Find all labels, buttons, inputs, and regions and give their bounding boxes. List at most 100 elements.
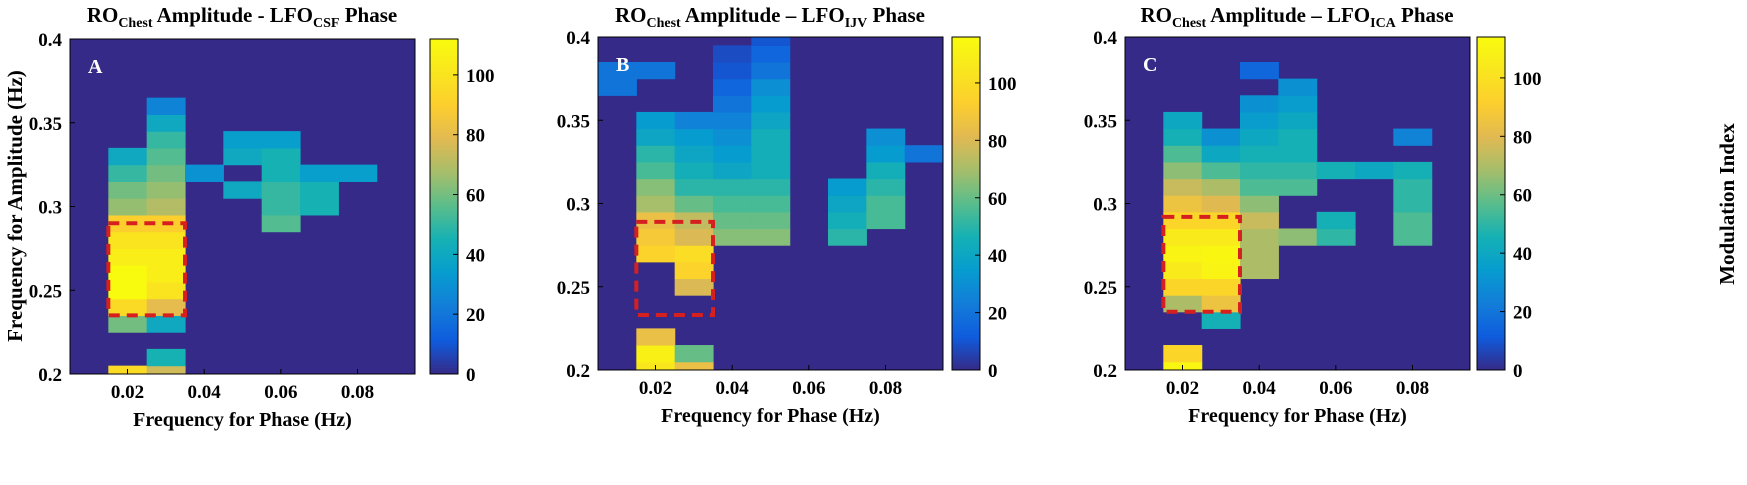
heatmap-cell — [1240, 245, 1279, 263]
highlight-box — [1161, 214, 1243, 314]
heatmap-cell — [751, 145, 791, 163]
x-axis-label: Frequency for Phase (Hz) — [133, 409, 352, 431]
heatmap-cell — [866, 195, 906, 213]
heatmap-cell — [1240, 145, 1279, 163]
heatmap-cell — [674, 228, 714, 246]
heatmap-cell — [1316, 161, 1356, 180]
y-tick-label: 0.35 — [29, 114, 62, 135]
heatmap-cell — [146, 298, 186, 316]
y-tick-label: 0.3 — [1093, 195, 1117, 216]
colorbar-tick-label: 60 — [1513, 186, 1532, 207]
x-tick-label: 0.02 — [1166, 378, 1199, 399]
heatmap-cell — [828, 228, 867, 246]
colorbar-tick-label: 60 — [466, 186, 485, 207]
heatmap-cell — [146, 198, 186, 216]
heatmap-cell — [223, 181, 263, 199]
heatmap-cell — [674, 245, 714, 263]
heatmap-cell — [636, 178, 676, 196]
colorbar — [429, 38, 459, 375]
heatmap-cell — [1163, 178, 1203, 196]
heatmap-cell — [674, 278, 714, 296]
heatmap-cell — [1163, 278, 1203, 296]
heatmap-cell — [1278, 95, 1318, 113]
x-axis-label: Frequency for Phase (Hz) — [661, 405, 880, 427]
colorbar-tick-label: 40 — [1513, 244, 1532, 265]
heatmap-cell — [674, 361, 714, 370]
heatmap-cell — [108, 231, 148, 249]
heatmap-cell — [751, 228, 791, 246]
heatmap-cell — [1240, 161, 1279, 180]
heatmap-cell — [1278, 145, 1318, 163]
heatmap-cell — [751, 61, 791, 80]
colorbar-tick-label: 60 — [988, 189, 1007, 210]
heatmap-cell — [636, 345, 676, 363]
chart-title: ROChest Amplitude - LFOCSF Phase — [87, 3, 397, 31]
heatmap-cell — [636, 111, 676, 130]
heatmap-cell — [636, 195, 676, 213]
x-tick-label: 0.06 — [792, 378, 825, 399]
heatmap-cell — [1201, 161, 1241, 180]
heatmap-cell — [1355, 161, 1394, 180]
heatmap-cell — [828, 211, 867, 230]
heatmap-cell — [1278, 78, 1318, 96]
title-text: Amplitude – LFO — [681, 3, 845, 27]
colorbar — [951, 36, 981, 371]
heatmap-cell — [866, 211, 906, 230]
title-text: Amplitude – LFO — [1206, 3, 1370, 27]
heatmap-cell — [751, 128, 791, 146]
heatmap-cell — [713, 228, 752, 246]
heatmap-cell — [261, 131, 301, 149]
panel-label: C — [1143, 54, 1157, 76]
heatmap-cell — [1163, 261, 1203, 280]
highlight-box — [634, 219, 715, 318]
heatmap-cell — [1163, 111, 1203, 130]
x-tick-label: 0.04 — [1243, 378, 1277, 399]
y-tick-label: 0.4 — [566, 28, 590, 49]
heatmap-cell — [1240, 195, 1279, 213]
title-text: RO — [1140, 3, 1172, 27]
y-tick-label: 0.4 — [1093, 28, 1117, 49]
heatmap-cell — [1278, 228, 1318, 246]
heatmap-cell — [261, 214, 301, 233]
heatmap-cell — [751, 78, 791, 96]
chart-title: ROChest Amplitude – LFOICA Phase — [1140, 3, 1453, 31]
heatmap-cell — [1201, 261, 1241, 280]
heatmap-cell — [713, 111, 752, 130]
x-tick-label: 0.02 — [639, 378, 672, 399]
heatmap-cell — [751, 45, 791, 63]
heatmap-cell — [146, 97, 186, 115]
heatmap-cell — [108, 198, 148, 216]
heatmap-cell — [636, 161, 676, 180]
heatmap-cell — [751, 211, 791, 230]
panel-b: 0.02 0.04 0.06 0.08 0.2 0.25 0.3 0.35 0.4 B ROChes… — [557, 3, 1017, 427]
heatmap-cell — [146, 265, 186, 283]
heatmap-cell — [1201, 211, 1241, 230]
heatmap-cell — [598, 78, 637, 96]
colorbar-tick-label: 80 — [1513, 127, 1532, 148]
y-tick-label: 0.3 — [566, 195, 590, 216]
heatmap-cell — [1163, 195, 1203, 213]
heatmap-cell — [1201, 145, 1241, 163]
heatmap-cell — [713, 161, 752, 180]
heatmap-cell — [866, 178, 906, 196]
heatmap-cell — [261, 164, 301, 182]
panel-label: A — [88, 56, 103, 78]
heatmap-cell — [751, 95, 791, 113]
heatmap-cell — [1240, 211, 1279, 230]
colorbar-tick-label: 100 — [1513, 69, 1542, 90]
heatmap-cell — [713, 78, 752, 96]
heatmap-cell — [866, 145, 906, 163]
title-text: Phase — [867, 3, 925, 27]
heatmap-cell — [1163, 161, 1203, 180]
heatmap-cell — [674, 145, 714, 163]
heatmap-cell — [108, 315, 148, 333]
title-subscript: Chest — [647, 16, 682, 31]
heatmap-cell — [108, 147, 148, 166]
heatmap-cell — [1201, 278, 1241, 296]
y-tick-label: 0.4 — [38, 30, 62, 51]
heatmap-cell — [713, 95, 752, 113]
heatmap-cell — [1163, 145, 1203, 163]
colorbar-tick-label: 80 — [466, 126, 485, 147]
title-text: RO — [87, 3, 119, 27]
title-text: RO — [615, 3, 647, 27]
